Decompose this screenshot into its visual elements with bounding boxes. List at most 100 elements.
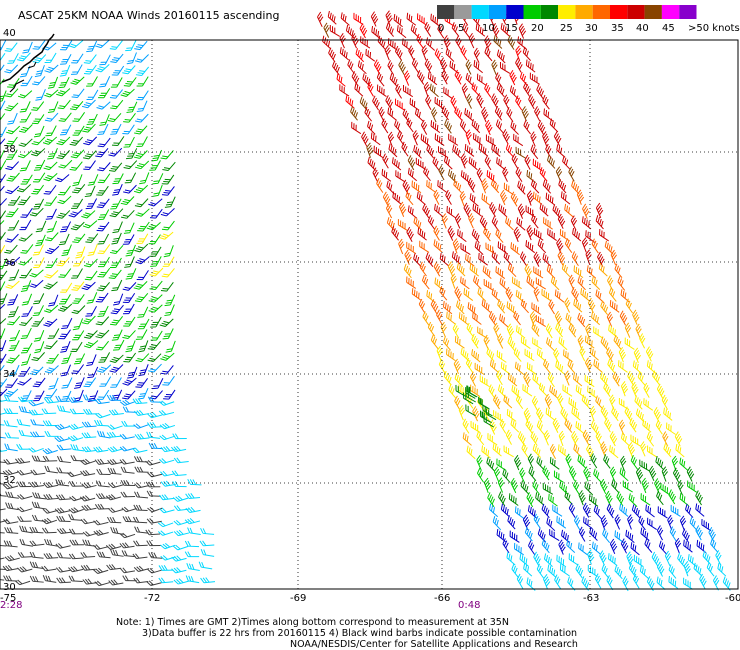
- wind-barb: [43, 493, 59, 500]
- wind-barb: [464, 108, 474, 122]
- wind-barb: [0, 455, 7, 464]
- wind-barb: [110, 198, 122, 210]
- wind-barb: [161, 186, 175, 196]
- wind-barb: [486, 170, 497, 184]
- wind-barb: [137, 306, 149, 318]
- wind-barb: [93, 519, 109, 526]
- wind-barb: [406, 276, 417, 289]
- wind-barb: [6, 125, 21, 135]
- wind-barb: [627, 441, 636, 458]
- wind-barb: [332, 60, 340, 76]
- wind-barb: [145, 529, 161, 536]
- wind-barb: [110, 53, 124, 64]
- wind-barb: [32, 244, 44, 256]
- wind-barb: [83, 377, 97, 388]
- wind-barb: [135, 66, 150, 77]
- wind-barb: [387, 107, 397, 121]
- wind-barb: [417, 227, 427, 241]
- wind-barb: [19, 219, 32, 231]
- wind-barb: [517, 36, 527, 50]
- wind-barb: [83, 64, 97, 75]
- wind-barb: [433, 225, 440, 241]
- wind-barb: [535, 492, 545, 506]
- wind-barb: [493, 466, 501, 482]
- wind-barb: [656, 525, 664, 541]
- wind-barb: [7, 112, 18, 125]
- wind-barb: [597, 251, 605, 267]
- wind-barb: [29, 279, 44, 288]
- wind-barb: [111, 65, 125, 76]
- wind-barb: [549, 456, 560, 470]
- wind-barb: [56, 467, 71, 474]
- wind-barb: [630, 455, 639, 470]
- wind-barb: [68, 40, 84, 49]
- wind-barb: [56, 150, 70, 160]
- wind-barb: [60, 340, 71, 353]
- wind-barb: [619, 467, 629, 482]
- wind-barb: [31, 114, 45, 125]
- wind-barb: [660, 482, 671, 496]
- wind-barb: [120, 466, 135, 474]
- wind-barb: [97, 430, 111, 439]
- wind-barb: [454, 395, 461, 411]
- wind-barb: [672, 467, 681, 483]
- wind-barb: [124, 172, 137, 184]
- wind-barb: [421, 274, 430, 290]
- wind-barb: [667, 514, 674, 531]
- wind-barb: [173, 457, 189, 464]
- wind-barb: [519, 553, 529, 567]
- wind-barb: [452, 323, 460, 339]
- wind-barb: [45, 245, 60, 255]
- wind-barb: [137, 318, 150, 330]
- wind-barb: [523, 562, 533, 577]
- wind-barb: [158, 494, 174, 501]
- wind-barb: [533, 228, 544, 241]
- wind-barb: [18, 366, 31, 377]
- wind-barb: [624, 337, 635, 350]
- wind-barb: [515, 95, 523, 111]
- wind-barb: [200, 548, 215, 557]
- wind-barb: [595, 431, 602, 447]
- wind-barb: [57, 455, 71, 464]
- wind-barb: [86, 89, 99, 100]
- wind-barb: [42, 527, 57, 534]
- wind-barb: [122, 377, 137, 386]
- wind-barb: [449, 60, 459, 74]
- wind-barb: [712, 575, 720, 591]
- wind-barb: [554, 289, 565, 303]
- wind-barb: [460, 45, 468, 61]
- wind-barb: [69, 136, 84, 146]
- wind-barb: [555, 360, 565, 375]
- wind-barb: [425, 94, 432, 110]
- wind-barb: [135, 329, 148, 340]
- wind-barb: [159, 231, 174, 240]
- wind-barb: [420, 133, 431, 147]
- wind-barb: [610, 249, 617, 266]
- wind-barb: [29, 526, 44, 534]
- wind-barb: [17, 494, 33, 500]
- wind-barb: [394, 98, 406, 111]
- wind-barb: [110, 257, 122, 269]
- wind-barb: [0, 53, 6, 63]
- wind-barb: [85, 233, 99, 243]
- wind-barb: [111, 329, 123, 341]
- wind-barb: [327, 10, 337, 25]
- wind-barb: [441, 69, 449, 85]
- wind-barb: [71, 53, 84, 64]
- wind-barb: [80, 518, 96, 525]
- wind-barb: [608, 324, 618, 338]
- wind-barb: [388, 143, 398, 158]
- wind-barb: [483, 279, 494, 292]
- wind-barb: [414, 108, 424, 122]
- wind-barb: [125, 244, 136, 257]
- wind-barb: [82, 123, 96, 133]
- wind-barb: [31, 352, 45, 362]
- wind-barb: [83, 408, 98, 415]
- wind-barb: [172, 495, 189, 502]
- wind-barb: [395, 170, 406, 183]
- wind-barb: [593, 359, 603, 373]
- wind-barb: [61, 244, 72, 257]
- wind-barb: [44, 538, 58, 547]
- wind-barb: [19, 112, 32, 123]
- wind-barb: [646, 576, 655, 592]
